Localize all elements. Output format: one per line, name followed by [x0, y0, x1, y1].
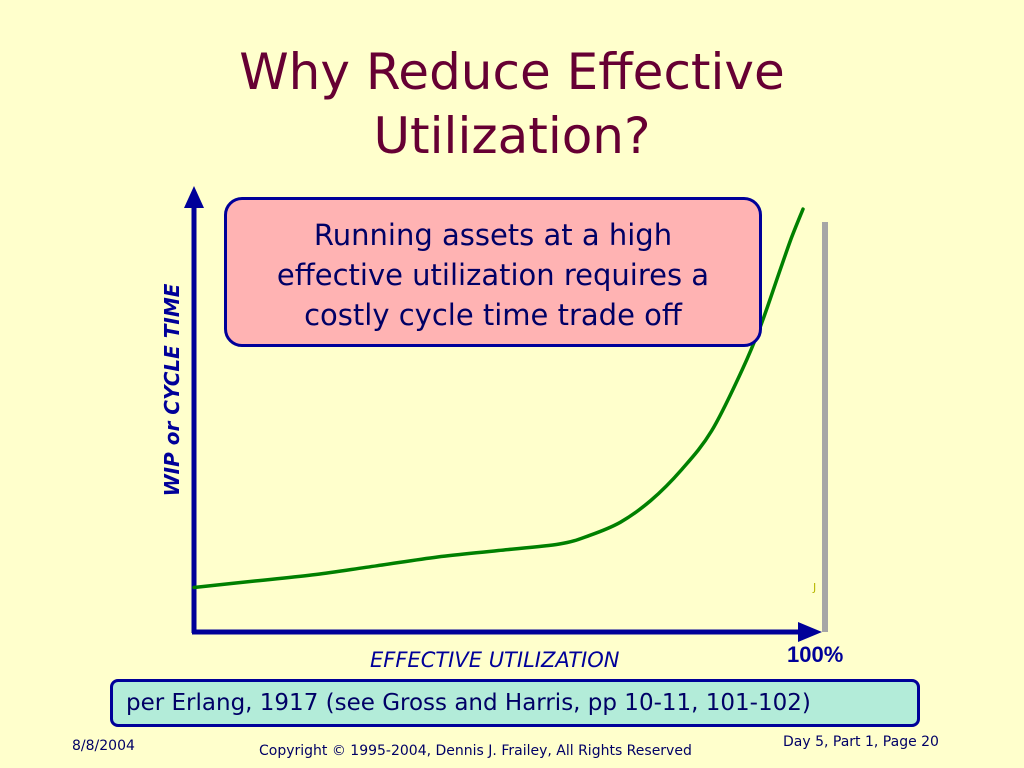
- x-axis-arrow: [798, 622, 822, 642]
- limit-marker-glyph: J: [812, 581, 816, 594]
- x-axis-max-label: 100%: [787, 642, 844, 667]
- callout-line-1: Running assets at a high: [313, 218, 673, 252]
- x-axis-label: EFFECTIVE UTILIZATION: [370, 648, 620, 672]
- footer-page-number: Day 5, Part 1, Page 20: [783, 734, 939, 750]
- footer-date: 8/8/2004: [72, 738, 135, 754]
- citation-box: per Erlang, 1917 (see Gross and Harris, …: [110, 679, 920, 727]
- title-line-2: Utilization?: [373, 107, 651, 165]
- callout-line-2: effective utilization requires a: [276, 258, 710, 292]
- y-axis-arrow: [184, 186, 204, 208]
- slide-title: Why Reduce Effective Utilization?: [0, 40, 1024, 168]
- y-axis-label: WIP or CYCLE TIME: [160, 283, 184, 497]
- title-line-1: Why Reduce Effective: [239, 43, 785, 101]
- callout-box: Running assets at a high effective utili…: [224, 197, 762, 347]
- callout-line-3: costly cycle time trade off: [304, 298, 682, 332]
- footer-copyright: Copyright © 1995-2004, Dennis J. Frailey…: [259, 743, 692, 759]
- series-line-0: [192, 207, 805, 590]
